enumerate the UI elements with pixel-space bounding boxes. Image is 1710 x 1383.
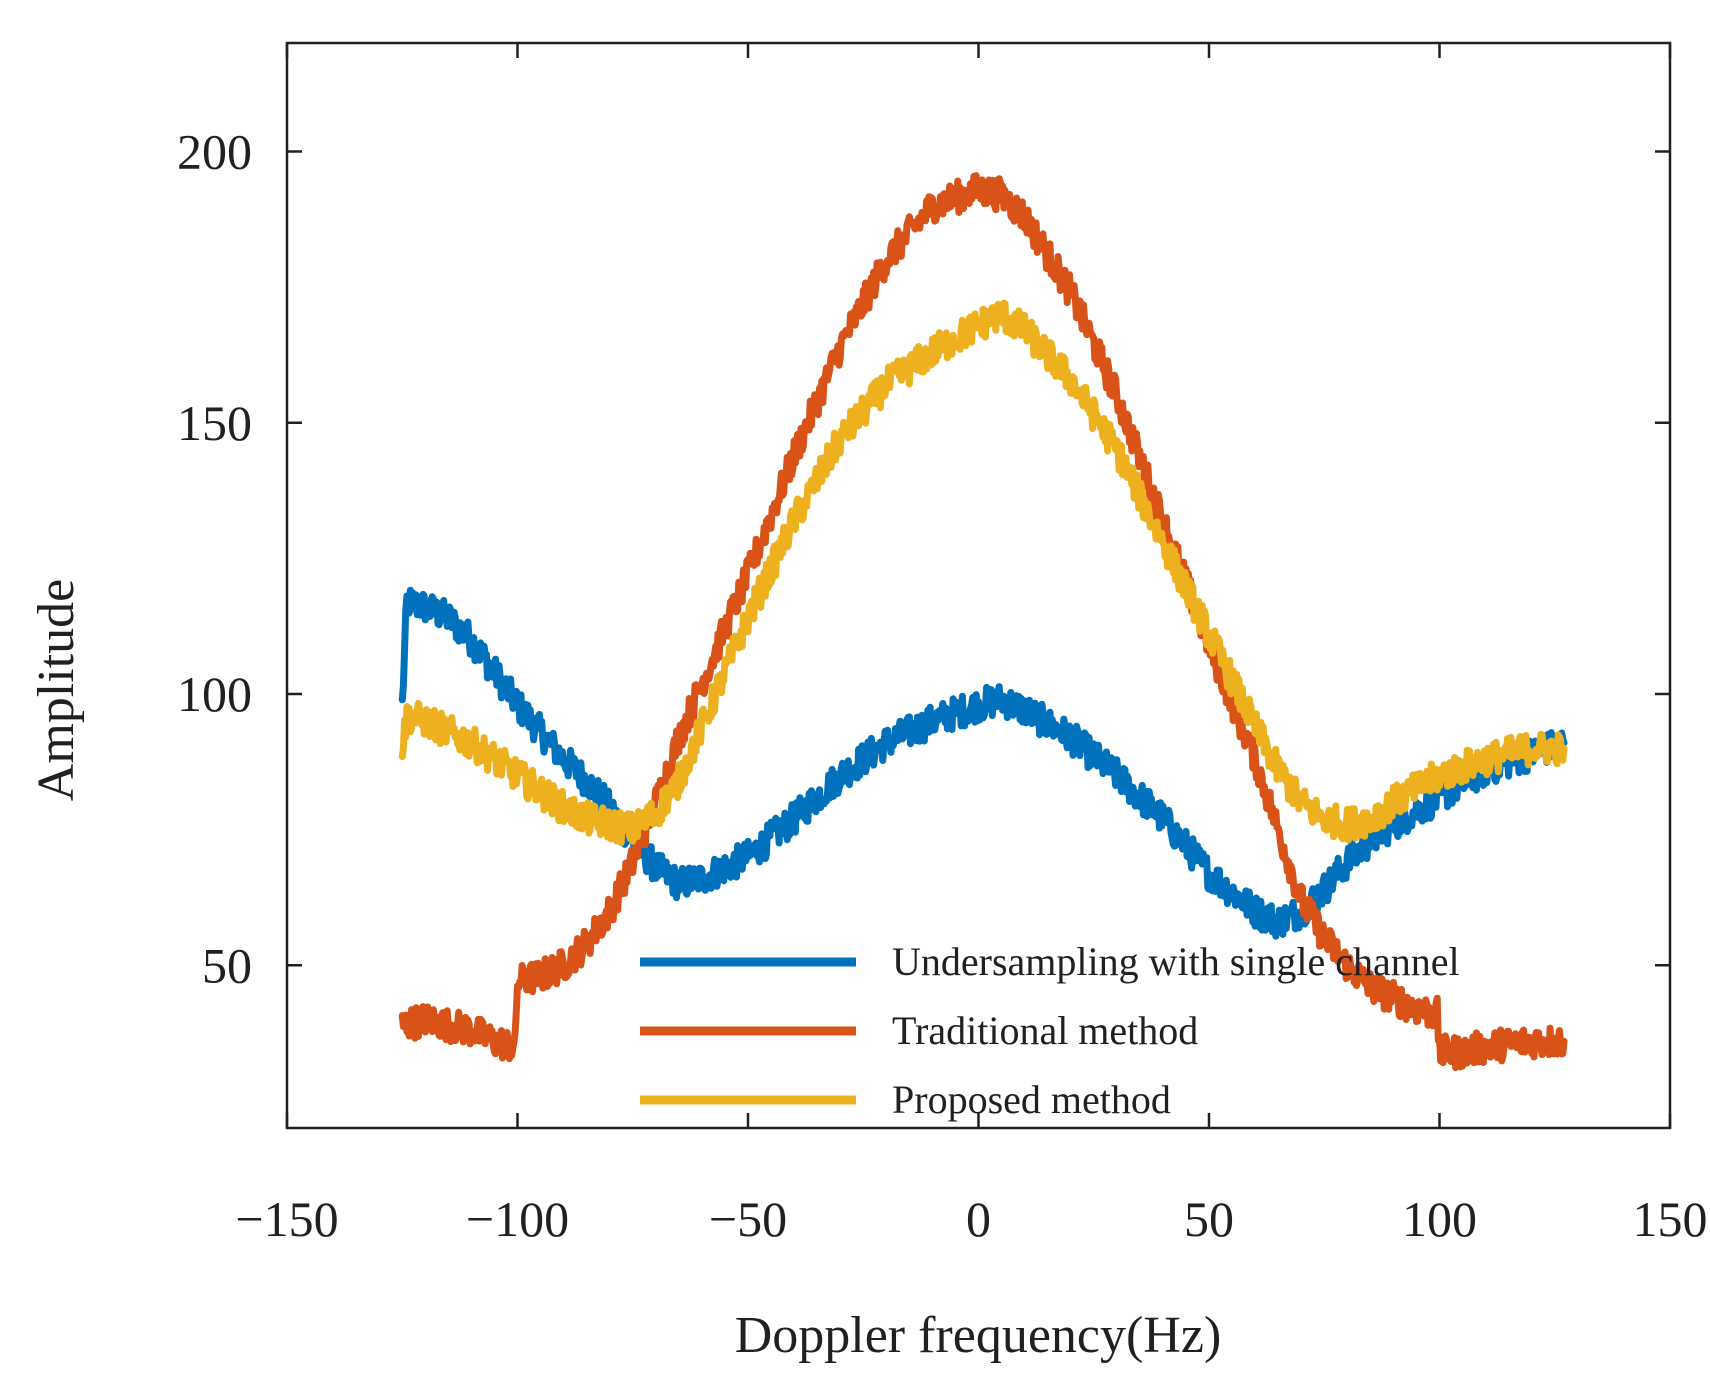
x-tick-label: −50	[709, 1191, 787, 1247]
x-axis-label: Doppler frequency(Hz)	[735, 1307, 1222, 1364]
y-tick-label: 200	[177, 124, 252, 180]
y-tick-label: 150	[177, 395, 252, 451]
plot-frame	[285, 41, 1672, 1130]
series-line-3	[398, 299, 1568, 847]
legend-label-2: Traditional method	[892, 1008, 1198, 1053]
y-tick-label: 50	[202, 937, 252, 993]
legend: Undersampling with single channel Traditi…	[640, 939, 1460, 1122]
series-layer	[398, 172, 1568, 1071]
series-line-1	[398, 586, 1568, 940]
x-tick-label: 150	[1633, 1191, 1708, 1247]
tick-labels: −150 −100 −50 0 50 100 150 50 100 150 200	[177, 124, 1708, 1248]
y-tick-label: 100	[177, 666, 252, 722]
legend-label-1: Undersampling with single channel	[892, 939, 1460, 984]
x-tick-label: 100	[1402, 1191, 1477, 1247]
x-tick-label: 50	[1184, 1191, 1234, 1247]
x-tick-label: −150	[235, 1191, 338, 1247]
legend-label-3: Proposed method	[892, 1077, 1171, 1122]
y-axis-label: Amplitude	[28, 579, 85, 801]
series-line-2	[398, 172, 1568, 1071]
x-tick-label: −100	[466, 1191, 569, 1247]
x-tick-label: 0	[966, 1191, 991, 1247]
